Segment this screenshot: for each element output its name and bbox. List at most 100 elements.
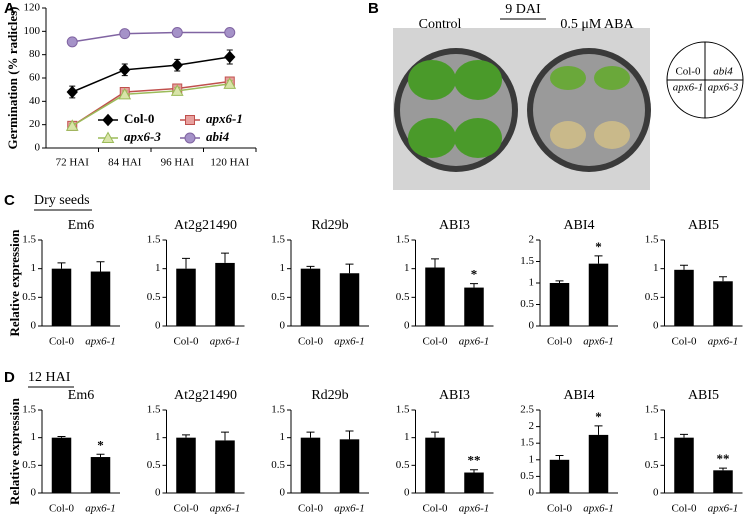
bar (51, 268, 72, 326)
bar (464, 472, 484, 493)
key-label: apx6-3 (708, 82, 739, 94)
x-tick-label: apx6-1 (708, 336, 739, 348)
chart-title: ABI3 (439, 218, 470, 233)
y-tick-label: 1.5 (271, 234, 285, 246)
bar (215, 262, 235, 326)
bar (339, 439, 360, 493)
error-bar (96, 453, 105, 458)
legend-label: abi4 (206, 129, 230, 144)
chart-title: ABI3 (439, 388, 470, 403)
x-tick-label: apx6-1 (334, 336, 365, 348)
error-bar (221, 252, 229, 263)
series-line (71, 83, 230, 127)
marker (65, 119, 79, 131)
legend-marker (184, 132, 196, 144)
bar (90, 271, 111, 326)
y-tick-label: 0.5 (645, 291, 659, 303)
error-bar (431, 258, 439, 268)
error-bar (555, 454, 564, 460)
error-bar (555, 280, 564, 283)
key-label: apx6-1 (673, 82, 704, 94)
bar (549, 283, 570, 326)
y-tick-label: 1.5 (271, 404, 285, 416)
error-bar (182, 434, 190, 438)
error-bar (306, 431, 315, 438)
y-tick-label: 1 (653, 431, 659, 443)
error-bar (182, 257, 190, 269)
y-tick-label: 20 (29, 118, 41, 130)
error-bar (431, 431, 439, 438)
x-tick-label: Col-0 (671, 503, 697, 515)
y-tick-label: 0 (529, 320, 535, 332)
legend-marker (102, 113, 114, 127)
key-label: Col-0 (675, 66, 701, 78)
y-tick-label: 1 (280, 262, 286, 274)
y-tick-label: 1.5 (396, 234, 410, 246)
error-bar (470, 283, 478, 288)
error-bar (345, 430, 354, 440)
x-tick-label: Col-0 (173, 336, 199, 348)
error-bar (57, 436, 66, 438)
x-tick-label: Col-0 (422, 503, 448, 515)
error-bar (221, 431, 229, 441)
row-title: 12 HAI (28, 370, 71, 385)
photo-header: 9 DAI (505, 2, 541, 17)
y-tick-label: 0 (280, 487, 286, 499)
series-line (71, 80, 230, 127)
y-tick-label: 1 (404, 262, 410, 274)
bar (464, 287, 484, 326)
y-tick-label: 0.5 (520, 298, 534, 310)
x-tick-label: Col-0 (173, 503, 199, 515)
bar (425, 437, 445, 493)
y-tick-label: 60 (29, 72, 41, 84)
panel-label: C (4, 192, 15, 209)
marker (224, 27, 236, 38)
bar (588, 263, 609, 326)
y-tick-label: 1.5 (520, 437, 534, 449)
y-tick-label: 1.5 (147, 234, 161, 246)
y-tick-label: 1 (653, 262, 659, 274)
marker (119, 63, 131, 77)
photo-label: 0.5 μM ABA (560, 17, 634, 32)
bar (90, 457, 111, 493)
marker (66, 36, 78, 48)
y-tick-label: 0 (31, 487, 37, 499)
y-tick-label: 1 (404, 431, 410, 443)
y-tick-label: 0.5 (271, 291, 285, 303)
x-tick-label: apx6-1 (583, 503, 614, 515)
x-tick-label: Col-0 (49, 503, 75, 515)
chart-title: Em6 (68, 218, 94, 233)
x-tick-label: Col-0 (422, 336, 448, 348)
x-tick-label: 96 HAI (161, 157, 195, 169)
legend-label: apx6-3 (124, 129, 161, 144)
bar (588, 434, 609, 493)
bar (425, 267, 445, 326)
y-tick-label: 0 (280, 320, 286, 332)
bar (713, 470, 733, 493)
bar (713, 281, 733, 326)
error-bar (680, 264, 688, 270)
y-tick-label: 0 (529, 487, 535, 499)
y-tick-label: 1.5 (22, 404, 36, 416)
y-tick-label: 0.5 (147, 459, 161, 471)
panel-label: A (4, 0, 15, 17)
significance: ** (468, 453, 481, 468)
y-tick-label: 40 (29, 95, 41, 107)
y-tick-label: 2.5 (520, 404, 534, 416)
significance: * (471, 267, 478, 282)
x-tick-label: Col-0 (49, 336, 75, 348)
row-title: Dry seeds (34, 193, 90, 208)
chart-title: Em6 (68, 388, 94, 403)
x-tick-label: apx6-1 (459, 336, 490, 348)
y-tick-label: 2 (529, 420, 535, 432)
y-tick-label: 0 (35, 142, 41, 154)
significance: ** (717, 451, 730, 466)
y-tick-label: 0.5 (22, 291, 36, 303)
chart-title: ABI5 (688, 388, 719, 403)
x-tick-label: 84 HAI (108, 157, 142, 169)
error-bar (306, 265, 315, 269)
y-tick-label: 2 (529, 234, 535, 246)
legend-marker (185, 115, 195, 125)
x-tick-label: Col-0 (298, 503, 324, 515)
y-tick-label: 120 (24, 2, 41, 14)
